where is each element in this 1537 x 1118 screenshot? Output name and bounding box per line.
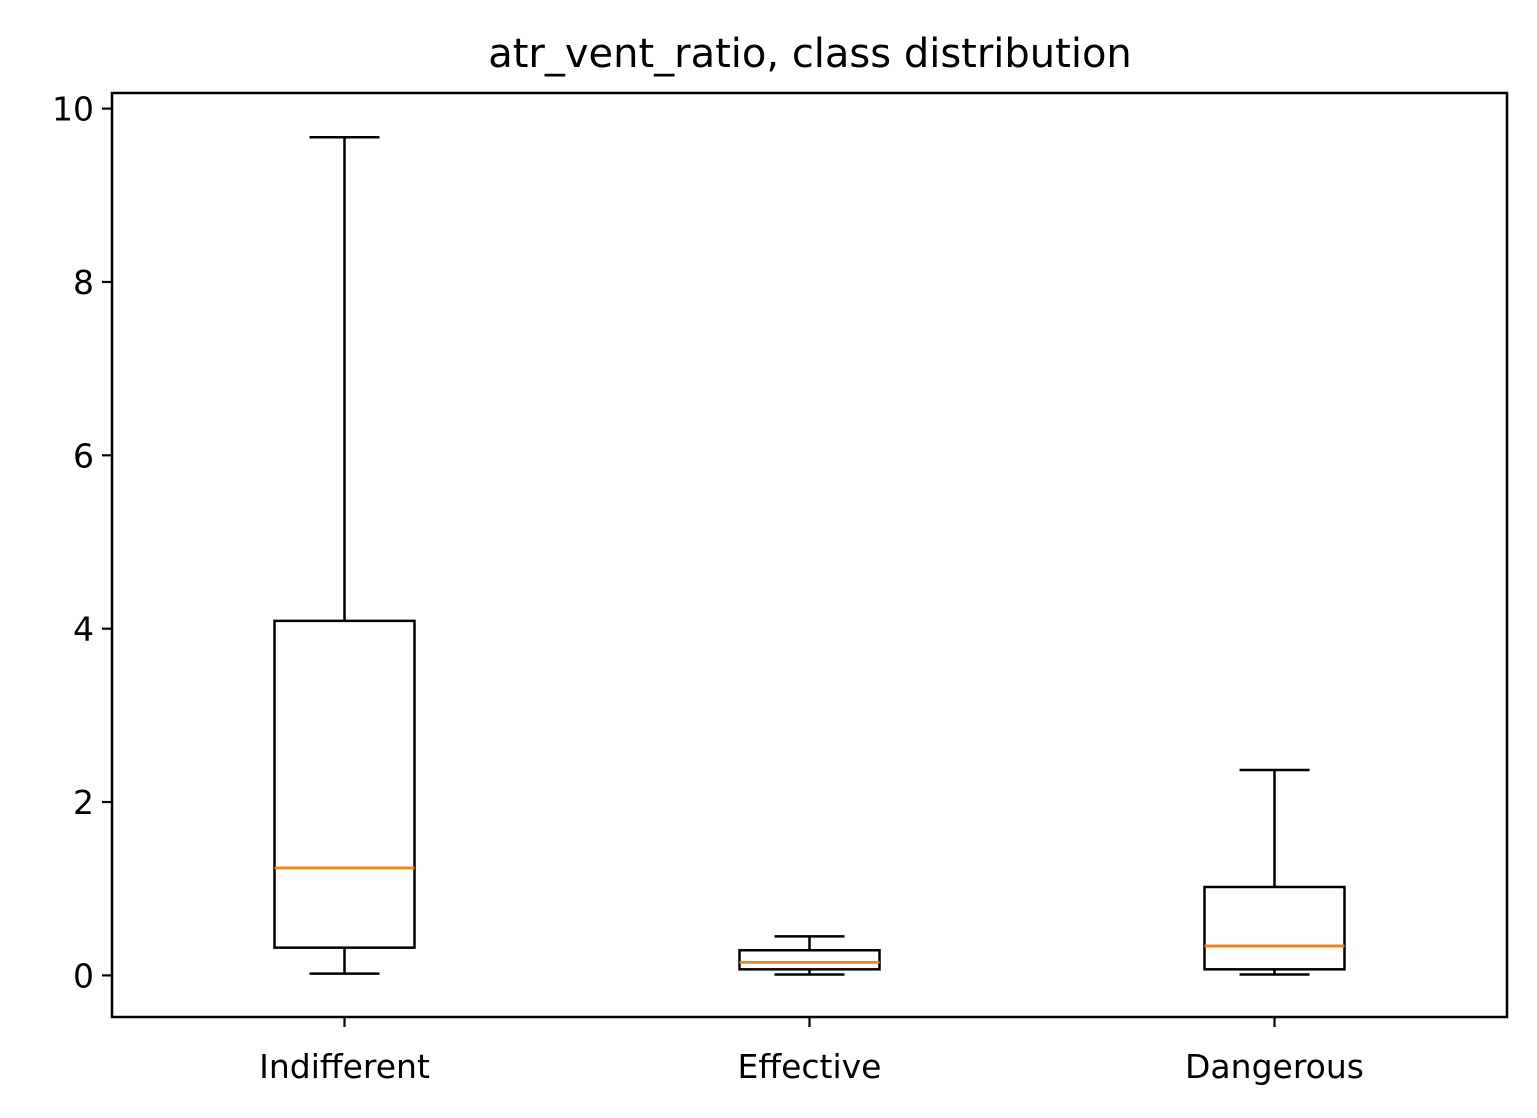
x-tick-label: Dangerous xyxy=(1185,1047,1364,1086)
iqr-box xyxy=(1203,885,1346,971)
y-tick-label: 8 xyxy=(73,263,94,302)
x-tick-label: Effective xyxy=(738,1047,882,1086)
iqr-box xyxy=(738,949,881,971)
chart-title: atr_vent_ratio, class distribution xyxy=(488,31,1132,77)
y-tick-label: 6 xyxy=(73,436,94,475)
plot-area: 0 2 4 6 8 10 Indifferent Effective Dangerous xyxy=(52,90,1364,1086)
x-tick-label: Indifferent xyxy=(259,1047,430,1086)
y-tick-label: 10 xyxy=(52,90,94,129)
y-tick-label: 2 xyxy=(73,783,94,822)
iqr-box xyxy=(273,619,416,949)
y-tick-label: 4 xyxy=(73,610,94,649)
y-tick-label: 0 xyxy=(73,956,94,995)
axes-frame xyxy=(110,91,1509,1019)
